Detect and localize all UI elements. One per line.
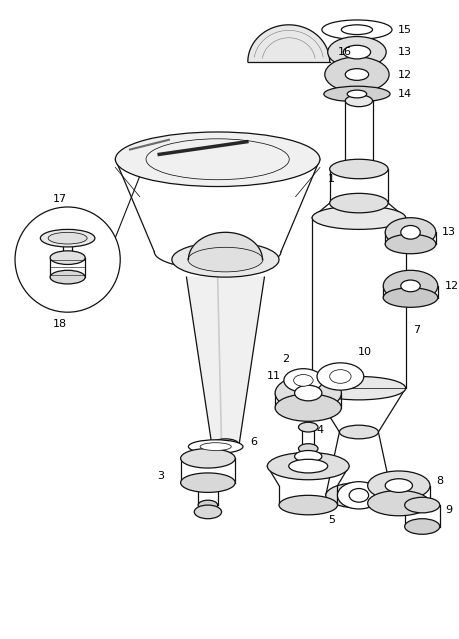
Text: 3: 3 xyxy=(157,471,164,481)
Text: 1: 1 xyxy=(327,174,334,184)
Text: 10: 10 xyxy=(357,347,371,357)
Ellipse shape xyxy=(200,443,231,450)
Ellipse shape xyxy=(294,385,321,401)
Text: 6: 6 xyxy=(249,436,256,447)
Ellipse shape xyxy=(348,488,368,502)
Ellipse shape xyxy=(180,449,235,468)
Ellipse shape xyxy=(384,218,435,247)
Ellipse shape xyxy=(188,247,263,272)
Text: 14: 14 xyxy=(397,89,411,99)
Text: 13: 13 xyxy=(397,47,411,57)
Ellipse shape xyxy=(347,90,366,98)
Ellipse shape xyxy=(146,139,289,180)
Ellipse shape xyxy=(312,206,405,229)
Ellipse shape xyxy=(367,491,429,516)
Text: 12: 12 xyxy=(444,281,458,291)
Text: 7: 7 xyxy=(413,325,420,335)
Polygon shape xyxy=(186,277,264,445)
Ellipse shape xyxy=(115,132,319,187)
Ellipse shape xyxy=(274,376,341,411)
Ellipse shape xyxy=(321,20,391,40)
Circle shape xyxy=(15,207,120,312)
Ellipse shape xyxy=(382,270,437,302)
Text: 13: 13 xyxy=(441,227,455,237)
Text: 17: 17 xyxy=(53,194,67,204)
Ellipse shape xyxy=(382,288,437,307)
Ellipse shape xyxy=(50,251,85,265)
Text: 2: 2 xyxy=(281,354,288,364)
Ellipse shape xyxy=(50,270,85,284)
Ellipse shape xyxy=(298,422,317,432)
Polygon shape xyxy=(188,233,262,259)
Text: 4: 4 xyxy=(315,425,323,435)
Ellipse shape xyxy=(329,159,387,179)
Ellipse shape xyxy=(324,57,388,92)
Ellipse shape xyxy=(345,68,368,81)
Ellipse shape xyxy=(312,376,405,400)
Ellipse shape xyxy=(367,471,429,500)
Ellipse shape xyxy=(329,370,350,383)
Ellipse shape xyxy=(211,439,239,450)
Ellipse shape xyxy=(267,452,348,480)
Text: 18: 18 xyxy=(53,319,67,329)
Ellipse shape xyxy=(274,394,341,421)
Ellipse shape xyxy=(341,25,372,35)
Ellipse shape xyxy=(342,45,370,59)
Ellipse shape xyxy=(279,495,337,515)
Ellipse shape xyxy=(404,497,439,513)
Ellipse shape xyxy=(293,374,313,386)
Ellipse shape xyxy=(194,505,221,519)
Text: 11: 11 xyxy=(266,371,280,380)
Ellipse shape xyxy=(345,95,372,107)
Ellipse shape xyxy=(198,500,217,510)
Ellipse shape xyxy=(40,229,95,247)
Ellipse shape xyxy=(384,235,435,254)
Polygon shape xyxy=(247,25,329,62)
Ellipse shape xyxy=(400,226,420,239)
Ellipse shape xyxy=(337,482,380,509)
Ellipse shape xyxy=(188,440,242,454)
Ellipse shape xyxy=(323,86,389,102)
Text: 12: 12 xyxy=(397,70,411,79)
Text: 16: 16 xyxy=(337,47,351,57)
Ellipse shape xyxy=(327,36,385,68)
Ellipse shape xyxy=(329,194,387,213)
Text: 5: 5 xyxy=(327,514,334,525)
Text: 15: 15 xyxy=(397,25,411,35)
Ellipse shape xyxy=(404,519,439,534)
Ellipse shape xyxy=(325,482,391,508)
Ellipse shape xyxy=(283,369,322,392)
Ellipse shape xyxy=(172,242,279,277)
Ellipse shape xyxy=(48,233,87,244)
Text: 8: 8 xyxy=(435,475,442,486)
Ellipse shape xyxy=(288,459,327,473)
Text: 9: 9 xyxy=(445,505,452,515)
Ellipse shape xyxy=(400,280,420,292)
Ellipse shape xyxy=(294,450,321,462)
Ellipse shape xyxy=(384,479,412,493)
Ellipse shape xyxy=(316,363,363,390)
Ellipse shape xyxy=(339,425,378,439)
Ellipse shape xyxy=(180,473,235,493)
Ellipse shape xyxy=(298,443,317,454)
